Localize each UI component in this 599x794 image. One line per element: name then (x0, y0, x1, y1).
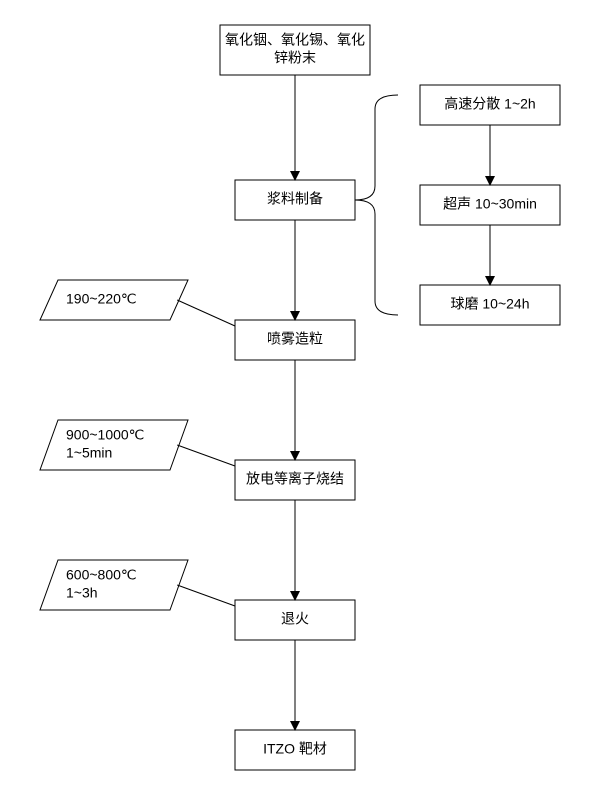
param-node-p3-label-1: 1~3h (66, 585, 98, 601)
main-node-n5-label-0: 退火 (281, 611, 309, 627)
param-node-p3-label-0: 600~800℃ (66, 567, 137, 583)
main-node-n6-label-0: ITZO 靶材 (263, 741, 327, 757)
param-node-p2-label-1: 1~5min (66, 445, 112, 461)
brace-connector (355, 95, 398, 315)
param-node-p2-label-0: 900~1000℃ (66, 427, 144, 443)
param-node-p1-label-0: 190~220℃ (66, 291, 137, 307)
param-connector-p3 (177, 585, 235, 606)
flowchart-svg: 氧化铟、氧化锡、氧化锌粉末浆料制备喷雾造粒放电等离子烧结退火 ITZO 靶材 高速分… (0, 0, 599, 794)
side-node-s1-label-0: 高速分散 1~2h (444, 96, 535, 112)
side-node-s2-label-0: 超声 10~30min (443, 196, 537, 212)
param-connector-p1 (177, 300, 235, 326)
main-node-n3-label-0: 喷雾造粒 (267, 331, 323, 347)
main-node-n2-label-0: 浆料制备 (267, 191, 323, 207)
main-node-n1-label-1: 锌粉末 (274, 50, 316, 66)
side-node-s3-label-0: 球磨 10~24h (451, 296, 530, 312)
main-node-n4-label-0: 放电等离子烧结 (246, 471, 344, 487)
main-node-n1-label-0: 氧化铟、氧化锡、氧化 (225, 32, 365, 48)
param-connector-p2 (177, 445, 235, 466)
